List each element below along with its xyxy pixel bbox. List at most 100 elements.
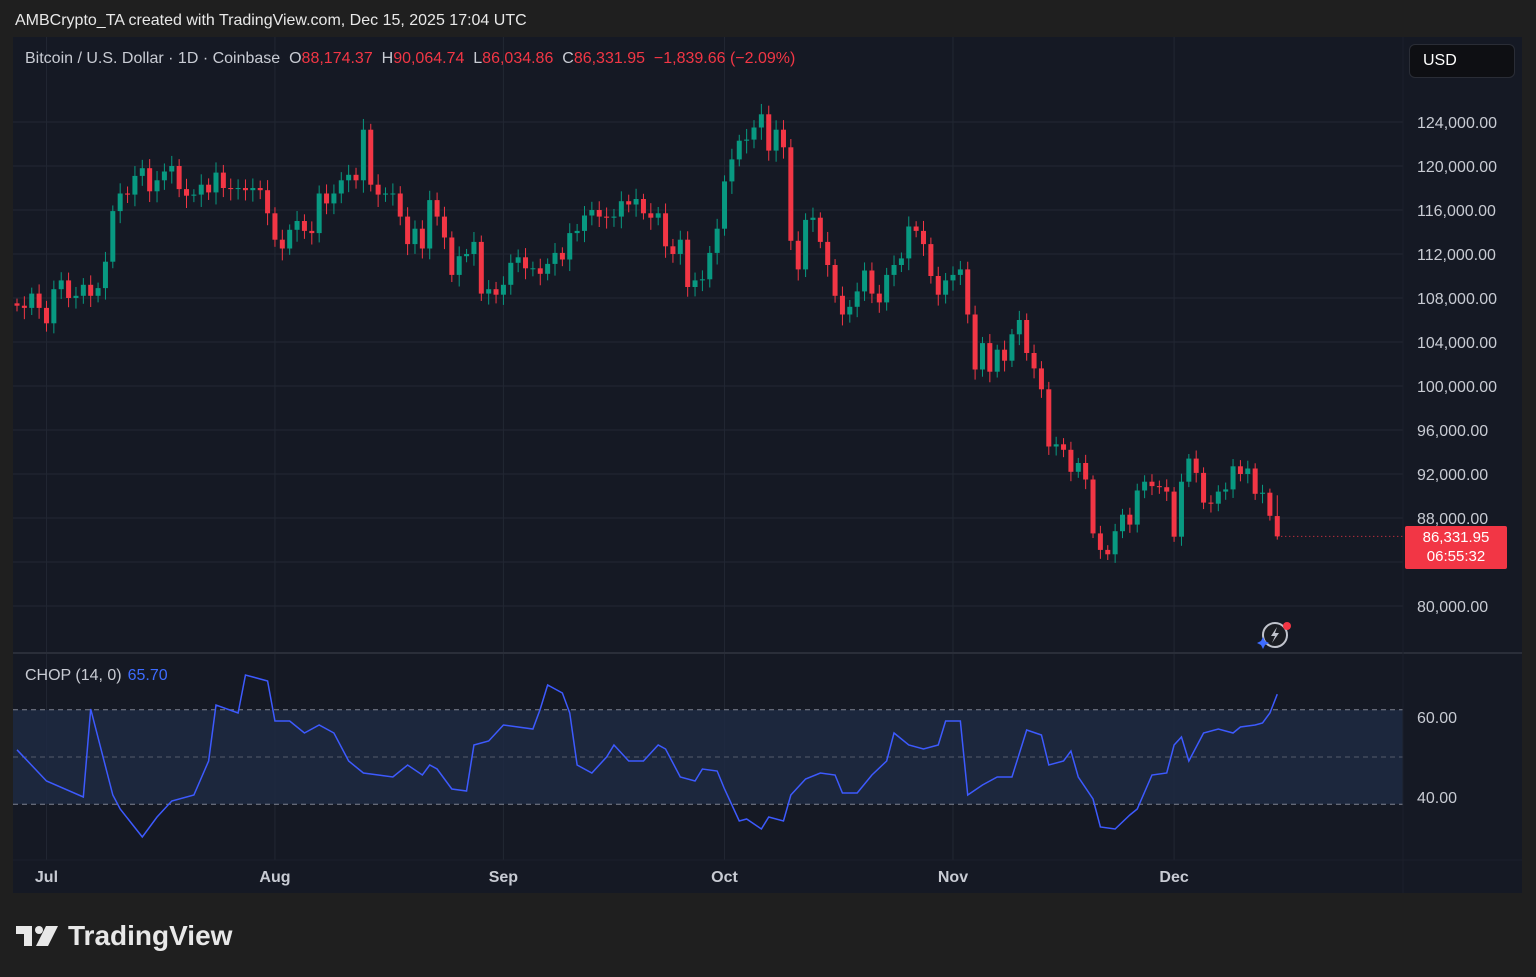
price-axis-label: 120,000.00 (1417, 159, 1497, 176)
candle (368, 123, 374, 192)
candle-body (21, 305, 27, 308)
candle-body (825, 241, 831, 265)
candle-body (1075, 463, 1081, 472)
candle-body (1127, 514, 1133, 525)
candle-body (935, 276, 941, 295)
candle-body (1083, 463, 1089, 480)
candle-body (265, 190, 271, 214)
candle-body (780, 129, 786, 148)
candle-body (471, 241, 477, 254)
candle (1164, 479, 1170, 501)
candle (353, 167, 359, 189)
candle-body (847, 306, 853, 315)
low-label: L (473, 50, 483, 67)
candle-body (176, 166, 182, 190)
candle (1193, 450, 1199, 483)
candle (242, 179, 248, 201)
candle (1053, 436, 1059, 456)
candle-body (1201, 472, 1207, 503)
candle-body (405, 216, 411, 245)
candle (744, 128, 750, 154)
candle-body (184, 189, 190, 196)
candle-body (220, 172, 226, 188)
candle-body (346, 174, 352, 181)
candle (316, 185, 322, 243)
candle-body (1031, 353, 1037, 369)
candle (1120, 508, 1125, 539)
candle-body (1002, 349, 1008, 361)
candle (58, 272, 64, 299)
candle (493, 281, 499, 304)
candle (265, 180, 271, 226)
candle-body (994, 349, 1000, 372)
candle (862, 262, 868, 301)
candle-body (73, 295, 79, 298)
candle (36, 284, 42, 319)
candle-body (1245, 468, 1251, 474)
axes: 124,000.00 120,000.00 116,000.00 112,000.00… (13, 37, 1522, 893)
candle (987, 334, 993, 383)
candle (736, 134, 742, 167)
symbol-title[interactable]: Bitcoin / U.S. Dollar · 1D · Coinbase (25, 50, 281, 67)
assistant-lightning-icon[interactable] (1256, 619, 1296, 653)
candle-body (43, 307, 49, 324)
candle-body (257, 188, 263, 191)
candle (1105, 545, 1111, 560)
candle (626, 194, 632, 213)
candle (1097, 525, 1103, 559)
candle (301, 214, 307, 239)
chop-legend[interactable]: CHOP (14, 0) 65.70 (25, 667, 168, 685)
candle (412, 220, 418, 254)
candle-body (1134, 490, 1140, 525)
candle (139, 159, 145, 186)
candle (596, 201, 602, 228)
candle (169, 155, 175, 184)
bar-countdown: 06:55:32 (1426, 548, 1486, 565)
candle-body (456, 256, 462, 275)
currency-button[interactable]: USD (1409, 44, 1515, 78)
candle-body (132, 175, 138, 195)
candle-body (309, 230, 315, 234)
candle (876, 284, 882, 313)
candle-body (957, 269, 963, 275)
candle (869, 262, 875, 304)
candle (375, 174, 381, 207)
candle (751, 120, 757, 149)
candle (1046, 381, 1052, 455)
tradingview-logo[interactable]: TradingView (16, 920, 232, 952)
chop-axis-label: 60.00 (1417, 710, 1457, 727)
chart-credit: AMBCrypto_TA created with TradingView.co… (15, 12, 527, 29)
candle (257, 180, 263, 200)
candle (397, 186, 403, 226)
symbol-legend: Bitcoin / U.S. Dollar · 1D · Coinbase O8… (25, 50, 795, 68)
candle (692, 272, 698, 297)
low-value: 86,034.86 (482, 50, 554, 67)
candle-body (545, 263, 551, 274)
candle-body (1252, 468, 1258, 494)
candle-body (449, 237, 455, 275)
candle (198, 174, 204, 207)
candle-body (1105, 549, 1111, 555)
candle-body (1267, 492, 1273, 516)
candle-body (1068, 449, 1074, 472)
candle (780, 120, 786, 159)
candle (928, 237, 934, 284)
candle-body (1142, 481, 1148, 491)
candle (574, 223, 580, 242)
candle-body (876, 293, 882, 303)
candle (567, 223, 573, 272)
candle (1112, 523, 1118, 563)
candle (898, 252, 904, 273)
candle-body (869, 270, 875, 294)
candle (1002, 340, 1008, 372)
candle-body (368, 129, 374, 185)
price-axis-label: 92,000.00 (1417, 467, 1488, 484)
candle (1075, 457, 1081, 478)
candle-body (434, 200, 440, 217)
candle (670, 238, 676, 263)
candle (847, 299, 853, 323)
candle-body (139, 168, 145, 176)
candle (618, 191, 624, 229)
candle-body (213, 172, 219, 193)
